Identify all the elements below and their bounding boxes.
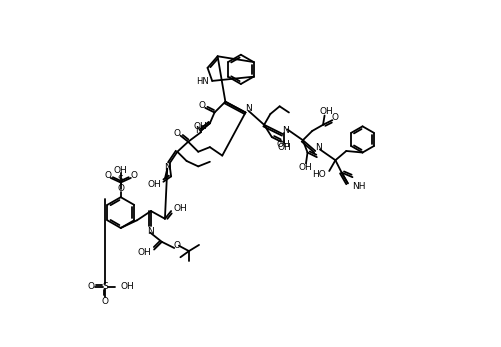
Text: O: O bbox=[117, 184, 124, 193]
Text: O: O bbox=[332, 112, 339, 121]
Text: OH: OH bbox=[319, 107, 333, 116]
Text: HN: HN bbox=[196, 77, 209, 86]
Text: OH: OH bbox=[173, 204, 187, 213]
Text: OH: OH bbox=[147, 180, 161, 189]
Text: N: N bbox=[283, 126, 289, 135]
Text: N: N bbox=[245, 104, 252, 113]
Text: S: S bbox=[118, 175, 124, 184]
Text: OH: OH bbox=[193, 122, 207, 131]
Text: O: O bbox=[104, 171, 111, 180]
Text: OH: OH bbox=[138, 248, 152, 257]
Text: O: O bbox=[130, 171, 137, 180]
Text: O: O bbox=[198, 101, 205, 110]
Text: O: O bbox=[102, 297, 109, 306]
Text: O: O bbox=[87, 282, 94, 291]
Text: S: S bbox=[102, 282, 108, 291]
Text: OH: OH bbox=[277, 139, 291, 149]
Text: N: N bbox=[164, 163, 171, 172]
Text: N: N bbox=[315, 143, 322, 152]
Text: N: N bbox=[195, 126, 201, 135]
Text: OH: OH bbox=[114, 166, 128, 175]
Text: HO: HO bbox=[313, 170, 326, 179]
Text: OH: OH bbox=[121, 282, 134, 291]
Text: OH: OH bbox=[298, 163, 312, 172]
Text: N: N bbox=[147, 227, 154, 236]
Text: NH: NH bbox=[353, 182, 366, 191]
Text: O: O bbox=[173, 241, 180, 250]
Text: OH: OH bbox=[278, 143, 291, 152]
Text: O: O bbox=[174, 129, 181, 138]
